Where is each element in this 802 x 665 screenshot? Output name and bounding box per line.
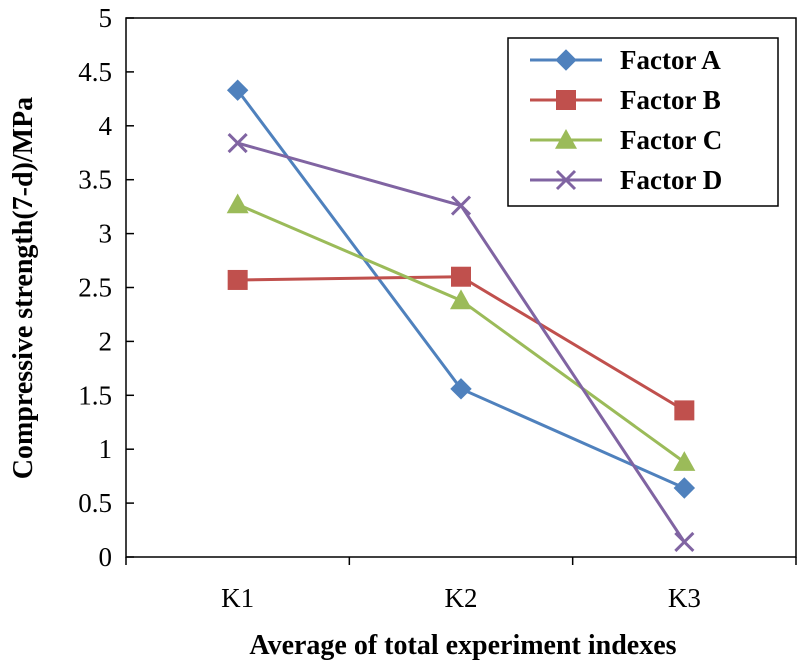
y-tick-label: 0.5 (78, 488, 112, 518)
series-factor-b (227, 266, 695, 421)
series-factor-a (226, 79, 696, 499)
legend-item-factor-b: Factor B (530, 85, 721, 115)
legend-label: Factor C (620, 125, 722, 155)
x-tick-label-k1: K1 (221, 583, 254, 613)
y-tick-label: 3.5 (78, 165, 112, 195)
data-point-factor-a-k1 (226, 79, 249, 101)
series-line-factor-c (237, 203, 686, 464)
series-factor-d (227, 132, 695, 552)
data-point-factor-c-k3 (673, 451, 696, 471)
y-tick-label: 1.5 (78, 380, 112, 410)
series-layer (226, 79, 696, 552)
data-point-factor-d-k3 (674, 531, 695, 552)
series-factor-c (226, 193, 696, 471)
legend-item-factor-a: Factor A (530, 45, 721, 75)
data-point-factor-b-k1 (227, 269, 248, 290)
legend-label: Factor D (620, 165, 722, 195)
x-axis: K1 K2 K3 (125, 557, 797, 613)
data-point-factor-c-k1 (226, 193, 249, 214)
legend-item-factor-d: Factor D (530, 165, 722, 195)
y-axis: 0 0.5 1 1.5 2 2.5 3 3.5 4 4.5 5 (78, 3, 134, 572)
legend-marker-factor-c (555, 129, 577, 149)
data-point-factor-b-k2 (451, 266, 471, 287)
legend-label: Factor A (620, 45, 721, 75)
x-tick-label-k3: K3 (668, 583, 701, 613)
y-tick-label: 1 (99, 434, 113, 464)
data-point-factor-c-k2 (450, 289, 472, 310)
y-tick-label: 0 (99, 542, 113, 572)
legend-label: Factor B (620, 85, 721, 115)
data-point-factor-a-k2 (450, 378, 472, 400)
legend-item-factor-c: Factor C (530, 125, 722, 155)
y-axis-title: Compressive strength(7-d)/MPa (8, 97, 39, 479)
x-tick-label-k2: K2 (445, 583, 478, 613)
y-tick-label: 5 (99, 3, 113, 33)
data-point-factor-d-k1 (227, 132, 248, 154)
data-point-factor-d-k2 (450, 195, 472, 216)
legend-marker-factor-a (555, 49, 577, 71)
x-axis-title: Average of total experiment indexes (249, 630, 676, 661)
y-tick-label: 2.5 (78, 273, 112, 303)
y-tick-label: 4.5 (78, 57, 112, 87)
y-tick-label: 2 (99, 326, 113, 356)
data-point-factor-a-k3 (673, 477, 696, 499)
y-tick-label: 4 (99, 111, 113, 141)
legend-marker-factor-b (556, 90, 576, 110)
legend-box (507, 37, 779, 207)
legend-marker-factor-d (555, 169, 577, 191)
y-tick-label: 3 (99, 219, 113, 249)
legend: Factor A Factor B Factor C Factor D (507, 37, 779, 207)
data-point-factor-b-k3 (674, 400, 695, 421)
